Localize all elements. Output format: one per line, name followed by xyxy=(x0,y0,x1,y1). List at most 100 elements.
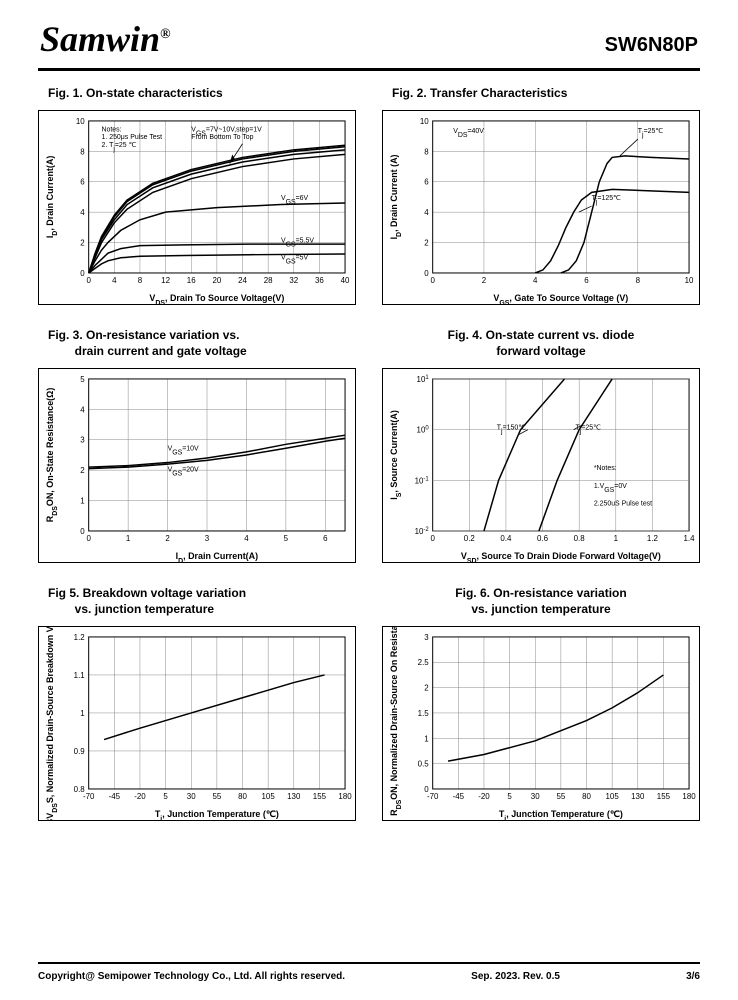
svg-text:180: 180 xyxy=(682,791,696,800)
svg-text:ID, Drain Current(A): ID, Drain Current(A) xyxy=(45,155,59,238)
svg-text:8: 8 xyxy=(80,147,85,156)
part-number: SW6N80P xyxy=(605,34,698,57)
svg-text:Tj, Junction Temperature (℃): Tj, Junction Temperature (℃) xyxy=(499,808,623,821)
svg-text:1. 250μs Pulse Test: 1. 250μs Pulse Test xyxy=(102,134,163,141)
svg-text:2: 2 xyxy=(424,683,429,692)
svg-text:3: 3 xyxy=(424,632,429,641)
svg-text:IS, Source Current(A): IS, Source Current(A) xyxy=(389,410,403,500)
svg-text:1: 1 xyxy=(126,533,131,542)
svg-text:0.5: 0.5 xyxy=(418,759,430,768)
svg-text:10: 10 xyxy=(420,117,429,126)
svg-text:VGS=10V: VGS=10V xyxy=(168,445,199,456)
logo: Samwin® xyxy=(40,18,171,60)
svg-text:55: 55 xyxy=(556,791,565,800)
svg-text:80: 80 xyxy=(582,791,591,800)
fig4-title: Fig. 4. On-state current vs. diodeforwar… xyxy=(382,328,700,359)
svg-text:105: 105 xyxy=(262,791,276,800)
svg-text:1.2: 1.2 xyxy=(647,533,659,542)
svg-text:From Bottom To Top: From Bottom To Top xyxy=(191,134,253,141)
svg-text:BVDSS, Normalized Drain-Source: BVDSS, Normalized Drain-Source Breakdown… xyxy=(45,626,59,822)
svg-text:4: 4 xyxy=(533,275,538,284)
svg-text:RDSON, On-State Resistance(Ω): RDSON, On-State Resistance(Ω) xyxy=(45,387,59,522)
svg-text:1.1: 1.1 xyxy=(74,670,86,679)
svg-text:2.5: 2.5 xyxy=(418,658,430,667)
svg-text:-70: -70 xyxy=(83,791,95,800)
svg-text:105: 105 xyxy=(606,791,620,800)
svg-text:5: 5 xyxy=(284,533,289,542)
footer-rev: Sep. 2023. Rev. 0.5 xyxy=(471,971,560,982)
fig3-chart: 0123456012345VGS=10VVGS=20VID, Drain Cur… xyxy=(38,368,356,564)
svg-text:180: 180 xyxy=(338,791,352,800)
svg-text:130: 130 xyxy=(287,791,301,800)
svg-text:5: 5 xyxy=(80,374,85,383)
svg-text:0.8: 0.8 xyxy=(74,784,86,793)
footer-copyright: Copyright@ Semipower Technology Co., Ltd… xyxy=(38,971,345,982)
svg-text:0: 0 xyxy=(86,275,91,284)
svg-text:36: 36 xyxy=(315,275,324,284)
svg-text:-45: -45 xyxy=(453,791,465,800)
svg-text:10: 10 xyxy=(685,275,694,284)
svg-text:0.2: 0.2 xyxy=(464,533,476,542)
svg-text:0: 0 xyxy=(424,269,429,278)
svg-text:55: 55 xyxy=(212,791,221,800)
svg-text:8: 8 xyxy=(424,147,429,156)
svg-text:130: 130 xyxy=(631,791,645,800)
fig3-title: Fig. 3. On-resistance variation vs. drai… xyxy=(38,328,356,359)
fig2-title: Fig. 2. Transfer Characteristics xyxy=(382,86,700,102)
svg-text:3: 3 xyxy=(80,435,85,444)
svg-text:1.5: 1.5 xyxy=(418,708,430,717)
svg-text:6: 6 xyxy=(80,177,85,186)
svg-text:1: 1 xyxy=(80,496,85,505)
fig2-chart: 02468100246810Tj=25℃Tj=125℃VGS, Gate To … xyxy=(382,110,700,306)
svg-text:0: 0 xyxy=(80,526,85,535)
svg-text:4: 4 xyxy=(244,533,249,542)
svg-text:2. Tj=25 ℃: 2. Tj=25 ℃ xyxy=(102,141,137,152)
svg-text:3: 3 xyxy=(205,533,210,542)
svg-text:Tj=150℃: Tj=150℃ xyxy=(497,424,526,435)
svg-text:-20: -20 xyxy=(134,791,146,800)
svg-text:4: 4 xyxy=(112,275,117,284)
footer-page: 3/6 xyxy=(686,971,700,982)
fig5-chart: -70-45-2053055801051301551800.80.911.11.… xyxy=(38,626,356,822)
svg-text:Notes:: Notes: xyxy=(102,126,122,133)
svg-text:20: 20 xyxy=(212,275,221,284)
svg-text:ID, Drain Current(A): ID, Drain Current(A) xyxy=(176,550,259,563)
svg-text:1.2: 1.2 xyxy=(74,632,86,641)
svg-text:-45: -45 xyxy=(109,791,121,800)
svg-text:1.VGS=0V: 1.VGS=0V xyxy=(594,482,627,493)
fig1-chart: 04812162024283236400246810VGS=5VVGS=5.5V… xyxy=(38,110,356,306)
svg-text:0.8: 0.8 xyxy=(574,533,586,542)
svg-text:30: 30 xyxy=(531,791,540,800)
svg-text:0.9: 0.9 xyxy=(74,746,86,755)
svg-text:0: 0 xyxy=(86,533,91,542)
svg-text:4: 4 xyxy=(424,208,429,217)
svg-text:2: 2 xyxy=(482,275,487,284)
svg-text:1: 1 xyxy=(424,734,429,743)
svg-text:5: 5 xyxy=(507,791,512,800)
svg-text:0.6: 0.6 xyxy=(537,533,549,542)
svg-text:2: 2 xyxy=(80,238,85,247)
svg-text:155: 155 xyxy=(313,791,327,800)
svg-text:6: 6 xyxy=(424,177,429,186)
svg-text:80: 80 xyxy=(238,791,247,800)
svg-text:0: 0 xyxy=(430,275,435,284)
svg-text:1: 1 xyxy=(614,533,619,542)
fig4-chart: 00.20.40.60.811.21.410-210-1100101Tj=150… xyxy=(382,368,700,564)
svg-text:6: 6 xyxy=(323,533,328,542)
svg-text:6: 6 xyxy=(584,275,589,284)
svg-text:5: 5 xyxy=(163,791,168,800)
footer-rule xyxy=(38,962,700,964)
svg-text:101: 101 xyxy=(417,374,430,383)
svg-text:VDS=40V: VDS=40V xyxy=(453,128,484,139)
svg-text:-70: -70 xyxy=(427,791,439,800)
svg-text:4: 4 xyxy=(80,405,85,414)
svg-text:Tj, Junction Temperature (℃): Tj, Junction Temperature (℃) xyxy=(155,808,279,821)
svg-text:100: 100 xyxy=(417,425,430,434)
svg-text:2: 2 xyxy=(165,533,170,542)
svg-text:2.250uS Pulse test: 2.250uS Pulse test xyxy=(594,500,652,507)
svg-text:10-2: 10-2 xyxy=(415,526,430,535)
svg-text:2: 2 xyxy=(424,238,429,247)
svg-text:*Notes:: *Notes: xyxy=(594,465,617,472)
fig6-chart: -70-45-20530558010513015518000.511.522.5… xyxy=(382,626,700,822)
svg-text:2: 2 xyxy=(80,466,85,475)
